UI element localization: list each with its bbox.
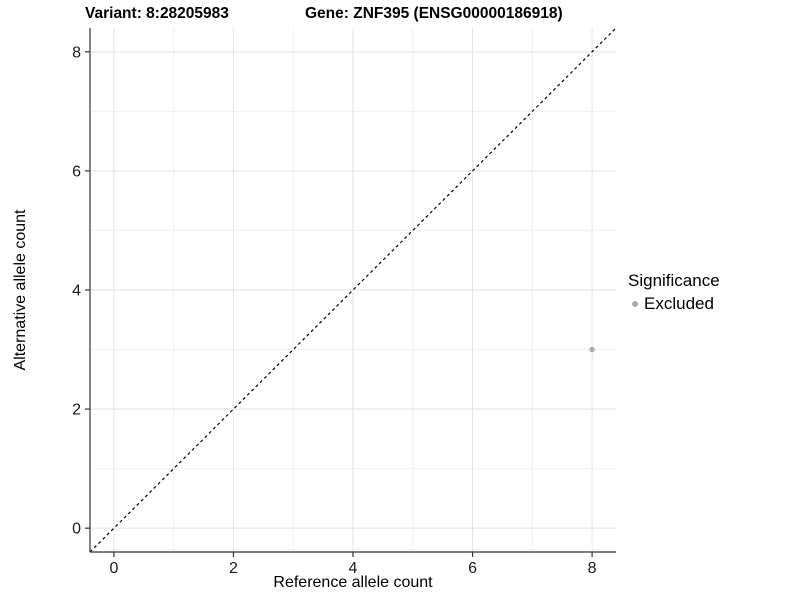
x-axis-label: Reference allele count [273,574,433,591]
legend-title: Significance [628,271,720,290]
y-tick-label: 4 [72,283,81,300]
excluded-point-icon [632,301,638,307]
x-tick-label: 0 [109,560,118,577]
x-tick-label: 4 [349,560,358,577]
y-tick-label: 2 [72,402,81,419]
y-tick-label: 6 [72,163,81,180]
plot-title-gene: Gene: ZNF395 (ENSG00000186918) [305,5,563,22]
legend-item-excluded: Excluded [628,294,720,314]
identity-line [89,27,617,553]
y-tick-label: 0 [72,521,81,538]
legend: Significance Excluded [628,271,720,314]
y-axis-label: Alternative allele count [12,209,29,371]
y-tick-label: 8 [72,44,81,61]
x-tick-label: 2 [229,560,238,577]
data-point-excluded [589,346,595,353]
legend-item-label: Excluded [644,294,714,313]
x-tick-label: 8 [588,560,597,577]
plot-title-variant: Variant: 8:28205983 [85,5,229,22]
x-tick-label: 6 [468,560,477,577]
